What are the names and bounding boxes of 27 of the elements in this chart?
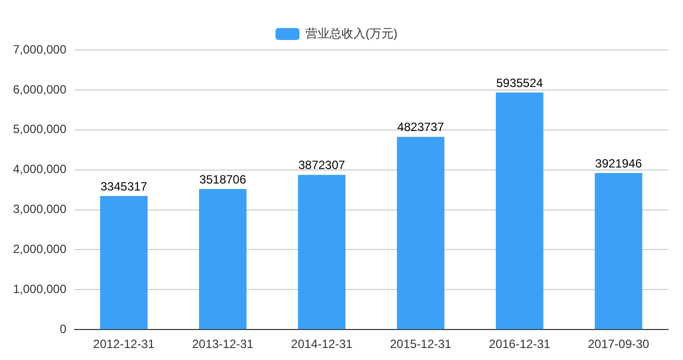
x-tick-label: 2015-12-31: [390, 337, 452, 352]
data-label: 4823737: [397, 120, 444, 134]
y-tick-label: 2,000,000: [12, 242, 67, 256]
y-tick-label: 6,000,000: [12, 82, 67, 96]
bar: [496, 92, 544, 330]
x-tick-label: 2016-12-31: [488, 337, 551, 352]
data-label: 3921946: [595, 156, 642, 170]
data-label: 5935524: [496, 76, 544, 90]
x-tick-label: 2013-12-31: [192, 337, 254, 352]
y-tick-label: 4,000,000: [12, 162, 67, 176]
y-tick-label: 0: [60, 322, 67, 336]
y-tick-label: 1,000,000: [12, 282, 67, 296]
data-label: 3518706: [199, 172, 246, 186]
legend-label: 营业总收入(万元): [306, 26, 398, 40]
x-tick-label: 2017-09-30: [588, 337, 650, 352]
data-label: 3872307: [298, 158, 346, 172]
bar: [100, 196, 148, 330]
bar: [396, 136, 444, 330]
y-tick-label: 3,000,000: [12, 202, 67, 216]
bar: [594, 172, 642, 330]
x-tick-label: 2014-12-31: [291, 337, 353, 352]
bar: [298, 174, 346, 330]
bar: [199, 189, 247, 330]
data-label: 3345317: [100, 179, 148, 194]
y-tick-label: 5,000,000: [12, 122, 67, 136]
y-tick-label: 7,000,000: [12, 42, 67, 56]
x-tick-label: 2012-12-31: [93, 337, 155, 352]
